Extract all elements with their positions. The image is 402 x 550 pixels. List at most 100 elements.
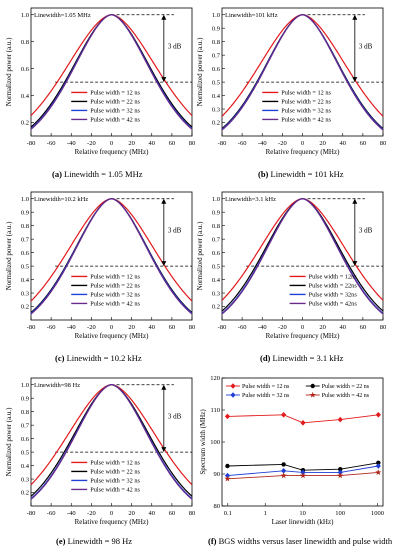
- x-tick-label: 80: [380, 324, 387, 331]
- legend-label-0: Pulse width = 12 ns: [90, 90, 140, 97]
- x-tick-label: 40: [340, 140, 347, 147]
- data-point-3-0: [224, 475, 231, 482]
- x-tick-label: 60: [169, 140, 176, 147]
- linewidth-annotation: Linewidth=3.1 kHz: [225, 196, 276, 203]
- x-tick-label: -60: [47, 324, 56, 331]
- plot-frame: [221, 191, 384, 321]
- legend-label-0: Pulse width = 12 ns: [90, 274, 140, 281]
- caption-e-letter: (e): [56, 536, 66, 546]
- data-point-2-4: [375, 463, 381, 469]
- y-tick-label: 0.7: [21, 236, 30, 243]
- legend-label-3: Pulse width = 42 ns: [90, 117, 140, 124]
- x-tick-label: -60: [47, 140, 56, 147]
- db-label: 3 dB: [168, 412, 182, 420]
- data-point-3-2: [299, 472, 307, 479]
- x-tick-label: 0: [110, 140, 113, 147]
- x-tick-label: -40: [258, 140, 267, 147]
- x-tick-label: 0: [301, 324, 304, 331]
- legend-label-0: Pulse width = 12 ns: [281, 90, 331, 97]
- x-axis-label: Relative frequency (MHz): [75, 148, 150, 156]
- series-curve-3: [30, 198, 193, 315]
- arrow-3db-head-top: [352, 14, 358, 20]
- x-tick-label: -40: [258, 324, 267, 331]
- y-tick-label: 0.6: [21, 66, 30, 73]
- y-tick-label: 1.0: [21, 12, 29, 19]
- x-tick-label: -20: [278, 324, 287, 331]
- y-tick-label: 0.9: [21, 395, 29, 402]
- x-tick-label: 0: [301, 140, 304, 147]
- data-point-3-4: [375, 469, 382, 475]
- data-point-0-0: [224, 413, 231, 420]
- arrow-3db-head-top: [161, 384, 167, 390]
- data-point-0-3: [337, 416, 343, 423]
- y-tick-label: 0.3: [21, 476, 29, 483]
- y-tick-label: 1.0: [212, 196, 220, 203]
- x-tick-label: -60: [238, 324, 247, 331]
- arrow-3db-head-bottom: [352, 77, 358, 83]
- legend-label-2: Pulse width = 32 ns: [90, 478, 140, 485]
- y-tick-label: 0.5: [212, 79, 220, 86]
- data-point-3-3: [337, 472, 344, 479]
- caption-d-text: Linewidth = 3.1 kHz: [272, 353, 344, 363]
- x-tick-label: -60: [47, 510, 56, 517]
- x-tick-label: 100: [335, 510, 345, 517]
- legend-label-0: Pulse width = 12 ns: [90, 460, 140, 467]
- y-axis-label: Normalized power (a.u.): [5, 407, 13, 476]
- legend-label-3: Pulse width = 42ns: [309, 301, 358, 308]
- caption-a-letter: (a): [52, 169, 62, 179]
- caption-a: (a) Linewidth = 1.05 MHz: [52, 169, 143, 179]
- y-tick-label: 0.8: [212, 223, 220, 230]
- x-tick-label: -20: [87, 510, 96, 517]
- x-tick-label: -80: [27, 140, 36, 147]
- x-tick-label: 10: [299, 510, 306, 517]
- series-curve-2: [221, 198, 384, 314]
- chart-panel-1: -80 -60 -40 -20 0 20 40 60 80 0.2 0.3 0.4 0.5 0.6 0.7 0…: [196, 7, 386, 156]
- y-tick-label: 0.4: [21, 277, 30, 284]
- y-tick-label: 0.9: [212, 209, 220, 216]
- caption-d: (d) Linewidth = 3.1 kHz: [260, 353, 343, 363]
- legend-label-1: Pulse width = 22 ns: [90, 283, 140, 290]
- x-axis-label: Relative frequency (MHz): [75, 332, 150, 340]
- y-tick-label: 0.3: [212, 106, 220, 113]
- x-tick-label: 40: [340, 324, 347, 331]
- y-tick-label: 0.3: [21, 290, 29, 297]
- y-tick-label: 0.5: [212, 263, 220, 270]
- y-tick-label: 0.2: [212, 304, 220, 311]
- legend-label-3: Pulse width = 42 ns: [90, 487, 140, 494]
- arrow-3db-head-bottom: [161, 261, 167, 267]
- y-tick-label: 100: [210, 439, 220, 446]
- caption-c-letter: (c): [55, 353, 65, 363]
- legend-label-3: Pulse width = 42 ns: [281, 117, 331, 124]
- caption-b: (b) Linewidth = 101 kHz: [258, 169, 344, 179]
- x-tick-label: 60: [360, 140, 367, 147]
- y-axis-label: Spectrum width (MHz): [199, 409, 207, 475]
- x-tick-label: 0.1: [224, 510, 232, 517]
- caption-c-text: Linewidth = 10.2 kHz: [66, 353, 142, 363]
- y-tick-label: 1.0: [21, 196, 29, 203]
- legend-label-0: Pulse width = 12ns: [309, 274, 358, 281]
- db-label: 3 dB: [168, 226, 182, 234]
- data-point-0-1: [281, 412, 287, 418]
- legend-label-0: Pulse width = 12 ns: [242, 384, 290, 390]
- y-tick-label: 0.3: [212, 290, 220, 297]
- x-tick-label: 20: [128, 140, 135, 147]
- data-point-1-1: [281, 462, 286, 467]
- x-axis-label: Relative frequency (MHz): [75, 518, 150, 526]
- caption-c: (c) Linewidth = 10.2 kHz: [55, 353, 142, 363]
- x-axis-label: Relative frequency (MHz): [266, 148, 341, 156]
- x-tick-label: -40: [67, 140, 76, 147]
- db-label: 3 dB: [168, 42, 182, 50]
- y-tick-label: 1.0: [21, 382, 29, 389]
- x-tick-label: 0: [110, 324, 113, 331]
- caption-f-text: BGS widths versus laser linewidth and pu…: [218, 536, 393, 546]
- y-tick-label: 0.5: [21, 449, 29, 456]
- legend-label-2: Pulse width = 32ns: [309, 292, 358, 299]
- legend-label-3: Pulse width = 42 ns: [90, 301, 140, 308]
- y-tick-label: 0.6: [21, 250, 30, 257]
- linewidth-annotation: Linewidth=10.2 kHz: [34, 196, 88, 203]
- x-axis-label: Laser linewidth (kHz): [272, 518, 334, 526]
- y-tick-label: 1.0: [212, 12, 220, 19]
- x-tick-label: 20: [319, 140, 326, 147]
- series-curve-3: [221, 14, 384, 131]
